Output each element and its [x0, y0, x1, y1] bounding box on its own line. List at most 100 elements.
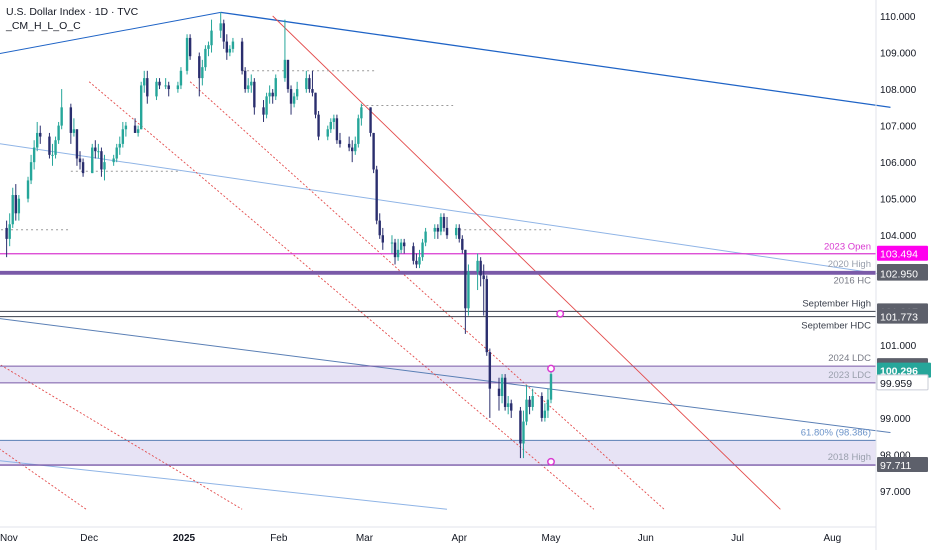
candle-body[interactable] [305, 78, 308, 90]
candle-body[interactable] [317, 114, 320, 137]
candle-body[interactable] [240, 41, 244, 71]
candle-body[interactable] [54, 140, 57, 155]
candle-body[interactable] [442, 216, 446, 228]
candle-body[interactable] [289, 89, 293, 104]
candle-body[interactable] [332, 118, 336, 122]
candle-body[interactable] [112, 158, 115, 163]
candle-body[interactable] [292, 96, 296, 104]
candle-body[interactable] [139, 85, 143, 130]
candle-body[interactable] [500, 377, 504, 396]
candle-body[interactable] [243, 70, 247, 90]
candle-body[interactable] [467, 271, 470, 309]
candle-body[interactable] [525, 399, 528, 422]
candle-body[interactable] [268, 92, 271, 97]
candle-body[interactable] [188, 37, 192, 57]
candle-body[interactable] [360, 107, 363, 119]
candle-body[interactable] [543, 410, 547, 418]
candle-body[interactable] [253, 81, 256, 108]
candle-body[interactable] [201, 67, 204, 79]
candle-body[interactable] [329, 121, 332, 130]
candle-body[interactable] [124, 125, 128, 130]
candle-body[interactable] [78, 158, 82, 163]
candle-body[interactable] [454, 227, 458, 236]
candle-body[interactable] [81, 162, 85, 174]
candle-body[interactable] [503, 377, 507, 407]
candle-body[interactable] [412, 246, 415, 261]
candle-body[interactable] [8, 224, 11, 239]
candle-body[interactable] [167, 85, 170, 90]
candle-body[interactable] [179, 70, 183, 86]
candle-body[interactable] [531, 396, 534, 407]
candle-body[interactable] [338, 140, 342, 144]
candle-body[interactable] [482, 275, 485, 280]
candle-body[interactable] [347, 143, 351, 148]
candle-body[interactable] [219, 23, 222, 31]
candle-body[interactable] [381, 235, 384, 243]
candle-body[interactable] [17, 198, 21, 214]
candle-body[interactable] [421, 242, 424, 258]
candle-body[interactable] [424, 231, 427, 243]
candle-body[interactable] [286, 59, 290, 90]
candle-body[interactable] [210, 30, 213, 46]
candle-body[interactable] [176, 85, 180, 90]
candle-body[interactable] [94, 147, 97, 152]
candle-body[interactable] [274, 78, 277, 97]
candle-body[interactable] [510, 403, 513, 411]
candle-body[interactable] [436, 227, 440, 232]
candle-body[interactable] [14, 195, 17, 214]
candle-body[interactable] [36, 132, 39, 148]
candle-body[interactable] [207, 45, 210, 49]
candle-body[interactable] [228, 48, 232, 53]
candle-body[interactable] [549, 374, 553, 400]
candle-body[interactable] [506, 403, 510, 407]
candle-body[interactable] [164, 85, 167, 87]
candle-body[interactable] [390, 242, 394, 244]
candle-body[interactable] [396, 249, 400, 258]
candle-body[interactable] [91, 147, 94, 174]
candle-body[interactable] [528, 399, 531, 407]
candle-body[interactable] [351, 147, 354, 152]
candle-body[interactable] [546, 399, 550, 411]
candle-body[interactable] [314, 92, 317, 115]
candle-body[interactable] [393, 242, 397, 258]
candle-body[interactable] [222, 23, 225, 42]
candle-body[interactable] [439, 216, 443, 232]
candle-body[interactable] [57, 125, 60, 141]
candle-body[interactable] [5, 227, 8, 239]
candle-body[interactable] [369, 107, 372, 133]
candle-body[interactable] [262, 107, 265, 115]
candle-body[interactable] [48, 136, 51, 155]
candle-body[interactable] [225, 41, 229, 53]
candle-body[interactable] [97, 151, 100, 153]
candle-body[interactable] [295, 89, 299, 97]
candle-body[interactable] [29, 162, 33, 181]
candle-body[interactable] [519, 410, 522, 444]
candle-body[interactable] [155, 81, 158, 97]
candle-body[interactable] [461, 238, 464, 250]
candle-body[interactable] [283, 59, 287, 79]
candle-body[interactable] [375, 169, 378, 221]
candle-body[interactable] [418, 257, 421, 265]
candle-body[interactable] [72, 129, 76, 133]
candle-body[interactable] [121, 129, 125, 144]
candle-body[interactable] [399, 242, 403, 250]
candle-body[interactable] [60, 107, 63, 126]
candle-body[interactable] [198, 56, 201, 79]
candle-body[interactable] [32, 147, 36, 163]
candle-body[interactable] [372, 132, 375, 170]
candle-body[interactable] [354, 143, 357, 152]
candle-body[interactable] [11, 195, 14, 225]
candle-body[interactable] [51, 154, 54, 156]
candle-body[interactable] [69, 107, 73, 133]
candle-body[interactable] [415, 260, 418, 265]
candle-body[interactable] [185, 37, 189, 71]
candle-body[interactable] [522, 421, 525, 444]
candle-body[interactable] [265, 96, 268, 115]
candle-body[interactable] [464, 249, 467, 309]
candle-body[interactable] [326, 129, 329, 137]
candle-body[interactable] [118, 143, 121, 148]
candle-body[interactable] [133, 125, 137, 133]
candle-body[interactable] [476, 260, 479, 272]
candle-body[interactable] [136, 129, 140, 133]
